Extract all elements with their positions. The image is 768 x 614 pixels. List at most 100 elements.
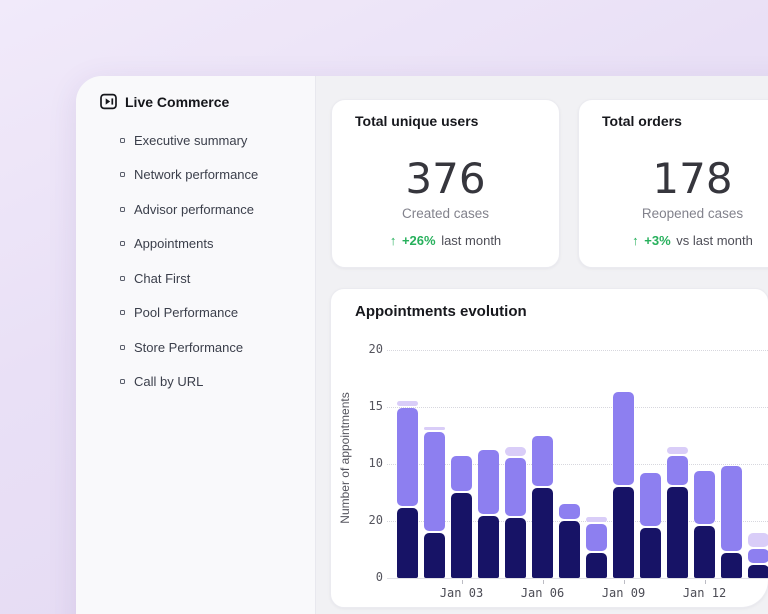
x-axis-line xyxy=(387,578,768,579)
segment-medium xyxy=(559,503,580,519)
sidebar-item-label: Appointments xyxy=(134,236,214,251)
sidebar-item-call-by-url[interactable]: Call by URL xyxy=(120,374,258,389)
segment-dark xyxy=(667,486,688,578)
sidebar-item-store-performance[interactable]: Store Performance xyxy=(120,339,258,355)
x-tick-label: Jan 06 xyxy=(520,586,565,600)
segment-dark xyxy=(613,486,634,578)
square-bullet-icon xyxy=(120,172,125,177)
square-bullet-icon xyxy=(120,310,125,315)
stat-sublabel: Created cases xyxy=(401,206,490,221)
bars xyxy=(397,338,768,578)
square-bullet-icon xyxy=(120,275,125,281)
segment-light xyxy=(397,401,418,406)
bar-jan-10 xyxy=(640,472,661,578)
trend-percent: +26% xyxy=(401,233,436,248)
sidebar-item-advisor-performance[interactable]: Advisor performance xyxy=(120,202,258,217)
sidebar-item-label: Store Performance xyxy=(134,339,244,355)
segment-dark xyxy=(559,520,580,578)
segment-dark xyxy=(586,552,607,578)
segment-medium xyxy=(667,455,688,485)
sidebar-item-network-performance[interactable]: Network performance xyxy=(120,167,259,182)
stat-card-total-orders: Total orders 178 Reopened cases ↑ +3% vs… xyxy=(578,99,768,268)
segment-medium xyxy=(451,455,472,492)
segment-medium xyxy=(478,450,499,515)
segment-light xyxy=(748,533,768,548)
sidebar-item-label: Network performance xyxy=(134,167,259,182)
segment-dark xyxy=(478,516,499,578)
segment-dark xyxy=(748,565,768,578)
stat-sublabel: Reopened cases xyxy=(641,206,744,221)
x-tick-mark xyxy=(542,580,544,584)
segment-medium xyxy=(532,436,553,486)
segment-medium xyxy=(694,470,715,525)
bar-jan-03 xyxy=(451,455,472,578)
x-tick-label: Jan 12 xyxy=(682,586,727,600)
square-bullet-icon xyxy=(120,241,125,246)
bar-jan-01 xyxy=(397,401,418,578)
sidebar-title: Live Commerce xyxy=(125,93,230,110)
x-tick-label: Jan 03 xyxy=(439,586,484,600)
chart-card: Appointments evolution Number of appoint… xyxy=(330,288,768,608)
sidebar-item-label: Chat First xyxy=(134,270,191,286)
sidebar xyxy=(76,76,316,614)
x-tick-label: Jan 09 xyxy=(601,586,646,600)
bar-jan-14 xyxy=(748,533,768,578)
segment-light xyxy=(667,446,688,454)
segment-medium xyxy=(397,407,418,507)
chart-title: Appointments evolution xyxy=(355,303,527,320)
segment-dark xyxy=(505,518,526,578)
bar-jan-08 xyxy=(586,517,607,578)
sidebar-item-appointments[interactable]: Appointments xyxy=(120,236,258,251)
sidebar-item-pool-performance[interactable]: Pool Performance xyxy=(120,305,258,320)
square-bullet-icon xyxy=(120,344,125,350)
bar-jan-05 xyxy=(505,446,526,578)
sidebar-header[interactable]: Live Commerce xyxy=(100,93,229,110)
bar-jan-02 xyxy=(424,427,445,578)
segment-light xyxy=(586,517,607,523)
segment-light xyxy=(505,446,526,457)
stat-card-total-unique-users: Total unique users 376 Created cases ↑ +… xyxy=(331,99,560,268)
segment-dark xyxy=(640,527,661,578)
stat-card-title: Total unique users xyxy=(355,113,479,129)
segment-dark xyxy=(451,493,472,578)
trend-suffix: last month xyxy=(441,233,502,248)
x-tick-mark xyxy=(461,580,463,584)
trend-percent: +3% xyxy=(644,233,671,248)
sidebar-item-label: Call by URL xyxy=(134,374,204,389)
y-tick-label: 10 xyxy=(368,456,383,470)
x-tick-mark xyxy=(623,580,625,584)
stat-value: 178 xyxy=(652,154,733,203)
bar-jan-13 xyxy=(721,466,742,578)
bar-jan-07 xyxy=(559,503,580,578)
sidebar-item-chat-first[interactable]: Chat First xyxy=(120,270,258,286)
segment-dark xyxy=(694,526,715,578)
sidebar-item-label: Pool Performance xyxy=(134,305,239,320)
segment-medium xyxy=(505,458,526,517)
sidebar-nav: Executive summary Network performance Ad… xyxy=(120,133,258,409)
gridline xyxy=(387,407,768,408)
segment-medium xyxy=(748,549,768,564)
stat-trend: ↑ +3% vs last month xyxy=(579,233,768,248)
bar-jan-06 xyxy=(532,436,553,578)
bar-jan-12 xyxy=(694,470,715,578)
trend-up-arrow-icon: ↑ xyxy=(632,233,639,248)
segment-dark xyxy=(721,552,742,578)
stat-trend: ↑ +26% last month xyxy=(332,233,559,248)
segment-medium xyxy=(424,431,445,532)
y-tick-label: 0 xyxy=(375,570,383,584)
trend-suffix: vs last month xyxy=(676,233,753,248)
gridline xyxy=(387,350,768,351)
segment-dark xyxy=(532,487,553,578)
gridline xyxy=(387,464,768,465)
sidebar-item-label: Executive summary xyxy=(134,132,248,148)
square-bullet-icon xyxy=(120,379,125,384)
live-commerce-icon xyxy=(100,93,117,110)
segment-medium xyxy=(613,391,634,485)
segment-light xyxy=(424,427,445,430)
y-tick-label: 20 xyxy=(368,513,383,527)
sidebar-item-executive-summary[interactable]: Executive summary xyxy=(120,132,258,148)
segment-dark xyxy=(397,508,418,578)
y-tick-label: 15 xyxy=(368,399,383,413)
segment-medium xyxy=(721,466,742,551)
